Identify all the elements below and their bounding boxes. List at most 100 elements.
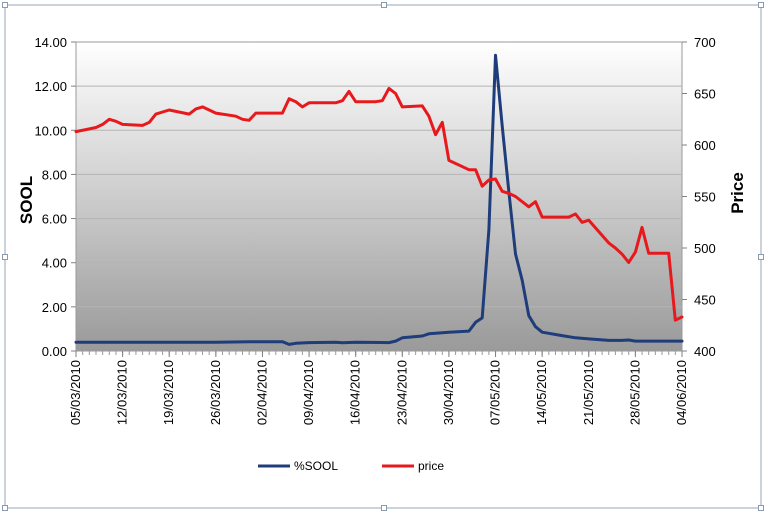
data-point-price (660, 252, 664, 255)
data-point-price (201, 105, 204, 109)
data-point-price (447, 159, 451, 162)
x-tick-label: 21/05/2010 (581, 360, 596, 425)
data-point-price (494, 177, 497, 181)
y-left-tick-label: 6.00 (42, 212, 67, 227)
x-tick-label: 12/03/2010 (115, 360, 130, 425)
data-point-price (574, 212, 577, 216)
resize-handle-top[interactable] (381, 2, 387, 8)
resize-handle-bottom[interactable] (381, 505, 387, 511)
data-point-price (401, 105, 404, 109)
data-point-sool (527, 314, 530, 317)
data-point-sool (607, 339, 610, 342)
data-point-price (387, 87, 391, 90)
series-layer (74, 53, 684, 346)
y-right-tick-label: 600 (694, 138, 716, 153)
data-point-price (627, 261, 630, 264)
data-point-price (261, 111, 264, 115)
data-point-sool (307, 341, 311, 344)
data-point-price (507, 192, 511, 195)
data-point-price (680, 315, 684, 319)
y-right-tick-label: 550 (694, 190, 716, 205)
data-point-sool (487, 228, 491, 231)
data-point-price (241, 118, 244, 121)
data-point-price (114, 120, 118, 123)
series-line-price (74, 86, 684, 322)
data-point-sool (281, 340, 284, 343)
x-tick-label: 26/03/2010 (208, 360, 223, 425)
data-point-sool (261, 340, 264, 343)
data-point-sool (394, 339, 397, 343)
resize-handle-top-right[interactable] (758, 2, 764, 8)
y-left-tick-label: 2.00 (42, 300, 67, 315)
data-point-price (154, 112, 158, 116)
data-point-sool (481, 316, 484, 320)
data-point-price (381, 99, 384, 102)
data-point-sool (620, 339, 624, 342)
y-left-tick-label: 0.00 (42, 344, 67, 359)
data-point-price (647, 252, 650, 255)
data-point-price (108, 118, 111, 121)
x-tick-label: 07/05/2010 (488, 360, 503, 425)
data-point-price (208, 108, 211, 112)
data-point-price (148, 121, 151, 124)
x-tick-label: 09/04/2010 (301, 360, 316, 425)
y-left-tick-label: 12.00 (34, 79, 67, 94)
x-tick-label: 04/06/2010 (674, 360, 689, 425)
data-point-price (234, 115, 237, 118)
y-right-tick-label: 500 (694, 241, 716, 256)
data-point-sool (634, 339, 637, 343)
data-point-sool (501, 124, 504, 128)
data-point-sool (627, 338, 630, 342)
y-right-tick-label: 700 (694, 35, 716, 50)
x-tick-label: 28/05/2010 (627, 360, 642, 425)
legend: %SOOL price (258, 459, 444, 473)
data-point-sool (427, 332, 431, 335)
x-tick-label: 19/03/2010 (161, 360, 176, 425)
data-point-price (281, 111, 284, 115)
resize-handle-left[interactable] (2, 254, 8, 260)
resize-handle-bottom-left[interactable] (2, 505, 8, 511)
y-left-tick-label: 10.00 (34, 123, 67, 138)
y-right-tick-label: 400 (694, 344, 716, 359)
data-point-price (580, 221, 584, 224)
data-point-price (254, 111, 257, 115)
data-point-sool (341, 341, 344, 344)
data-point-price (434, 133, 437, 136)
data-point-sool (168, 341, 171, 344)
data-point-sool (541, 331, 544, 334)
data-point-price (487, 178, 491, 182)
data-point-price (521, 200, 524, 203)
data-point-sool (121, 341, 124, 344)
data-point-price (567, 215, 570, 219)
data-point-price (347, 90, 351, 93)
data-point-price (194, 107, 198, 111)
x-axis: 05/03/2010 12/03/2010 19/03/2010 26/03/2010… (68, 351, 689, 425)
data-point-sool (294, 342, 297, 345)
plot-area (75, 41, 683, 352)
data-point-price (474, 168, 477, 171)
data-point-price (620, 253, 624, 256)
resize-handle-bottom-right[interactable] (758, 505, 764, 511)
data-point-sool (534, 325, 537, 328)
resize-handle-top-left[interactable] (2, 2, 8, 8)
data-point-price (74, 130, 78, 133)
data-point-price (634, 250, 637, 254)
data-point-price (374, 100, 377, 103)
resize-handle-right[interactable] (758, 254, 764, 260)
data-point-price (614, 246, 617, 250)
data-point-price (640, 226, 644, 229)
data-point-price (307, 101, 311, 105)
data-point-price (214, 111, 217, 115)
data-point-price (427, 115, 431, 118)
data-point-sool (401, 336, 404, 339)
data-point-price (607, 241, 610, 245)
data-point-price (654, 252, 657, 255)
data-point-price (141, 124, 144, 127)
y-right-tick-label: 650 (694, 87, 716, 102)
data-point-sool (514, 252, 517, 256)
data-point-price (301, 105, 304, 109)
data-point-sool (214, 341, 217, 344)
data-point-price (341, 99, 344, 102)
